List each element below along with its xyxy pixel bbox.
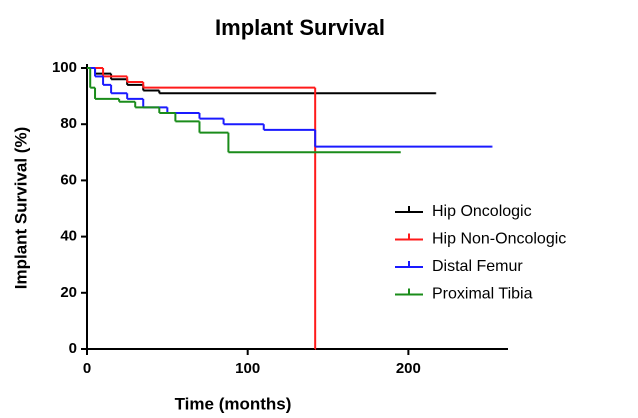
y-tick-label: 0 (69, 340, 77, 357)
y-tick-label: 100 (52, 59, 77, 76)
x-tick-label: 0 (83, 360, 91, 377)
legend-label: Proximal Tibia (432, 286, 533, 303)
x-tick-label: 100 (235, 360, 260, 377)
chart-title: Implant Survival (215, 15, 385, 40)
y-axis-label: Implant Survival (%) (11, 127, 30, 289)
x-axis-label: Time (months) (175, 394, 292, 413)
x-tick-label: 200 (396, 360, 421, 377)
y-tick-label: 40 (60, 228, 77, 245)
y-tick-label: 20 (60, 284, 77, 301)
y-tick-label: 60 (60, 171, 77, 188)
y-tick-label: 80 (60, 115, 77, 132)
legend-label: Hip Non-Oncologic (432, 231, 566, 248)
legend-label: Hip Oncologic (432, 203, 532, 220)
legend-label: Distal Femur (432, 258, 523, 275)
